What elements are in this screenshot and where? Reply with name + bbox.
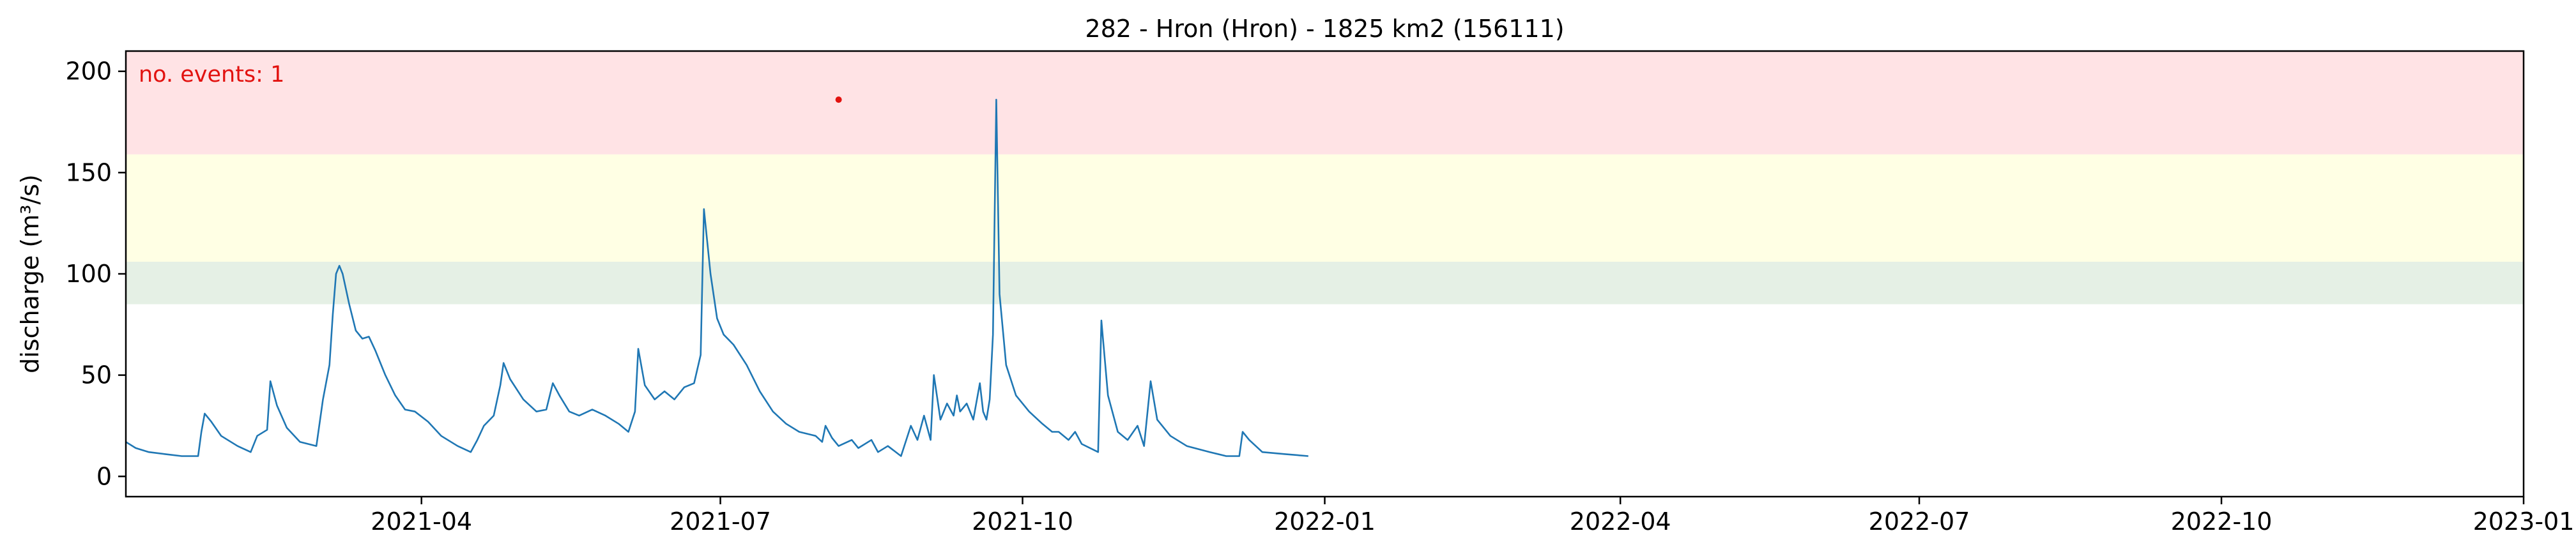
y-tick-label-50: 50 xyxy=(81,361,112,389)
series-layer xyxy=(125,98,1308,457)
threshold-band-2 xyxy=(126,51,2524,154)
y-tick-label-100: 100 xyxy=(65,260,112,288)
chart-title: 282 - Hron (Hron) - 1825 km2 (156111) xyxy=(1085,15,1564,43)
x-tick-label-6: 2022-10 xyxy=(2171,507,2273,536)
x-axis: 2021-04 2021-07 2021-10 2022-01 2022-04 2022-… xyxy=(371,497,2574,536)
y-tick-label-200: 200 xyxy=(65,57,112,86)
events-layer xyxy=(835,96,842,103)
threshold-bands xyxy=(126,51,2524,304)
threshold-band-0 xyxy=(126,261,2524,304)
event-marker-0 xyxy=(835,96,842,103)
x-tick-label-3: 2022-01 xyxy=(1274,507,1376,536)
threshold-band-1 xyxy=(126,154,2524,262)
x-tick-label-2: 2021-10 xyxy=(972,507,1073,536)
x-tick-label-7: 2023-01 xyxy=(2473,507,2575,536)
y-tick-label-150: 150 xyxy=(65,158,112,186)
x-tick-label-0: 2021-04 xyxy=(371,507,472,536)
y-axis-label: discharge (m³/s) xyxy=(16,174,44,373)
y-axis: 0 50 100 150 200 xyxy=(65,57,126,490)
x-tick-label-4: 2022-04 xyxy=(1570,507,1671,536)
discharge-line-0 xyxy=(125,98,1308,457)
events-annotation: no. events: 1 xyxy=(139,62,284,87)
y-tick-label-0: 0 xyxy=(96,462,112,490)
x-tick-label-5: 2022-07 xyxy=(1869,507,1970,536)
x-tick-label-1: 2021-07 xyxy=(670,507,771,536)
